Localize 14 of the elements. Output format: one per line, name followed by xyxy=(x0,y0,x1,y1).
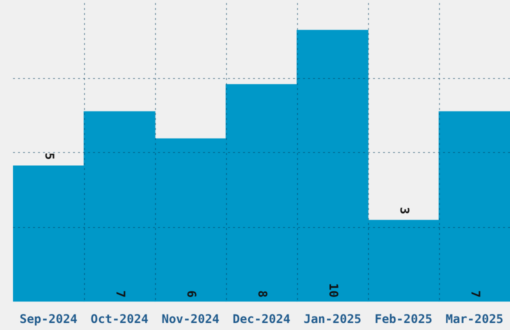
data-label: 7 xyxy=(468,290,482,298)
x-tick-label: Dec-2024 xyxy=(232,312,290,326)
data-label: 8 xyxy=(255,290,270,298)
x-tick-label: Oct-2024 xyxy=(90,312,148,326)
data-label: 7 xyxy=(113,290,128,298)
x-tick-label: Mar-2025 xyxy=(446,312,504,326)
data-label: 10 xyxy=(326,283,340,298)
data-label: 5 xyxy=(42,152,56,160)
x-tick-label: Feb-2025 xyxy=(374,312,432,326)
data-label: 3 xyxy=(397,206,412,214)
x-tick-label: Nov-2024 xyxy=(162,312,220,326)
x-tick-label: Jan-2025 xyxy=(304,312,362,326)
x-tick-label: Sep-2024 xyxy=(20,312,78,326)
data-label: 6 xyxy=(184,290,198,298)
